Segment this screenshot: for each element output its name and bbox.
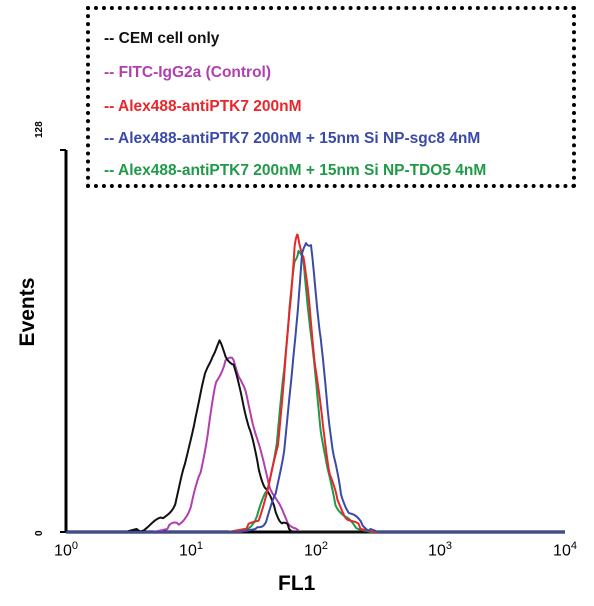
series-line-1: [66, 356, 565, 533]
x-tick-10: 101: [179, 540, 203, 560]
legend-item-tdo5: -- Alex488-antiPTK7 200nM + 15nm Si NP-T…: [104, 162, 487, 179]
y-tick-max: 128: [34, 121, 45, 138]
x-axis-label: FL1: [278, 572, 316, 595]
x-tick-10000: 104: [553, 540, 577, 560]
series-line-2: [66, 233, 565, 533]
y-tick-zero: 0: [34, 530, 45, 536]
legend-item-fitc: -- FITC-IgG2a (Control): [104, 64, 272, 81]
x-tick-100: 102: [304, 540, 328, 560]
series-layer: [66, 233, 565, 533]
legend-item-sgc8: -- Alex488-antiPTK7 200nM + 15nm Si NP-s…: [104, 130, 481, 147]
legend-item-cem: -- CEM cell only: [104, 30, 220, 47]
legend-item-alex488: -- Alex488-antiPTK7 200nM: [104, 98, 302, 115]
x-tick-1000: 103: [428, 540, 452, 560]
legend: -- CEM cell only -- FITC-IgG2a (Control)…: [86, 6, 576, 188]
series-line-3: [66, 242, 565, 533]
x-tick-1: 100: [54, 540, 78, 560]
y-axis-label: Events: [16, 277, 39, 347]
